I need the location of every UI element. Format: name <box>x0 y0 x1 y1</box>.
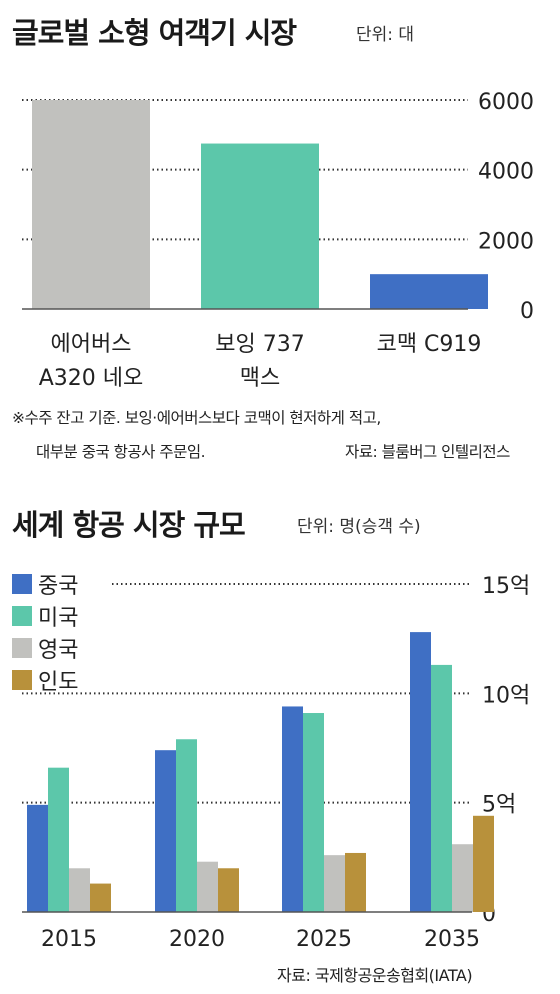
chart2-ytick-label: 10억 <box>482 683 530 708</box>
chart2-ytick-label: 15억 <box>482 574 530 599</box>
chart2-legend-label: 영국 <box>38 638 78 663</box>
chart2-legend-label: 인도 <box>38 670 78 695</box>
chart1-bar <box>201 143 319 309</box>
chart2-unit: 단위: 명(승객 수) <box>297 517 421 537</box>
chart2-bar <box>69 868 90 912</box>
chart2-bar <box>410 632 431 912</box>
chart2-bar <box>176 739 197 912</box>
chart1-note-line2: 대부분 중국 항공사 주문임. <box>36 443 206 461</box>
chart1-xtick-label: 보잉 737 <box>215 332 304 357</box>
chart2-bar <box>324 855 345 912</box>
chart1-ytick-label: 6000 <box>478 90 534 115</box>
chart2-xtick-label: 2025 <box>296 927 352 952</box>
chart2-bar <box>452 844 473 912</box>
chart2-legend-swatch <box>12 670 32 690</box>
chart2-source: 자료: 국제항공운송협회(IATA) <box>277 966 473 985</box>
chart2-bar <box>345 852 366 912</box>
chart1-title: 글로벌 소형 여객기 시장 <box>12 16 297 50</box>
chart2-xtick-label: 2035 <box>424 927 480 952</box>
chart1-xtick-label: 에어버스 <box>51 332 132 357</box>
chart2-legend-label: 중국 <box>38 574 78 599</box>
chart1-source: 자료: 블룸버그 인텔리전스 <box>345 443 510 461</box>
chart1-ytick-label: 0 <box>520 299 534 324</box>
chart1-xtick-label: 맥스 <box>240 366 280 391</box>
chart1-xtick-label: 코맥 C919 <box>377 332 482 357</box>
chart1-unit: 단위: 대 <box>356 25 415 45</box>
chart2-legend-swatch <box>12 638 32 658</box>
chart2-bar <box>197 861 218 912</box>
chart1-xtick-label: A320 네오 <box>39 366 144 391</box>
chart2-ytick-label: 5억 <box>482 793 516 818</box>
chart1-ytick-label: 4000 <box>478 160 534 185</box>
chart2-bar <box>48 767 69 912</box>
chart2-title: 세계 항공 시장 규모 <box>12 508 246 542</box>
chart2-bar <box>155 750 176 912</box>
chart2-bar <box>218 868 239 912</box>
chart2-bar <box>27 804 48 912</box>
chart2-bar <box>282 706 303 912</box>
chart2-legend-swatch <box>12 606 32 626</box>
chart2-bar <box>303 713 324 912</box>
chart2-legend-label: 미국 <box>38 606 78 631</box>
chart2-legend-swatch <box>12 574 32 594</box>
chart1-bar <box>370 274 488 309</box>
chart2-bar <box>90 883 111 912</box>
chart1-note-line1: ※수주 잔고 기준. 보잉·에어버스보다 코맥이 현저하게 적고, <box>12 409 381 427</box>
chart1-bar <box>32 100 150 309</box>
chart2-xtick-label: 2015 <box>41 927 97 952</box>
chart1-plot: 0 2000 4000 6000 에어버스 A320 네오 보잉 737 맥스 코맥 C919 <box>22 90 534 391</box>
chart1-ytick-label: 2000 <box>478 229 534 254</box>
chart2-xtick-label: 2020 <box>169 927 225 952</box>
chart2-bar <box>473 815 494 912</box>
chart2-bar <box>431 664 452 912</box>
